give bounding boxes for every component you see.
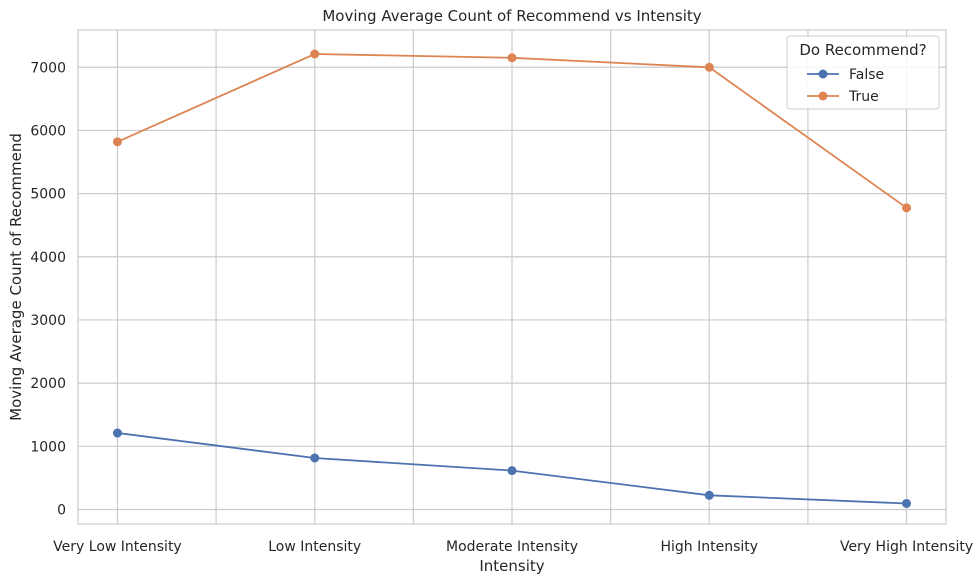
legend-label: False <box>849 67 884 83</box>
y-tick-label: 3000 <box>30 313 66 329</box>
x-tick-label: High Intensity <box>660 539 758 555</box>
data-point <box>704 490 714 500</box>
x-tick-label: Very High Intensity <box>840 539 973 555</box>
legend-marker <box>818 69 828 79</box>
data-point <box>902 498 912 508</box>
series-true <box>112 49 912 213</box>
series-layer <box>112 49 912 508</box>
data-point <box>704 62 714 72</box>
y-tick-label: 0 <box>57 502 66 518</box>
legend-item-false: False <box>807 67 884 83</box>
y-tick-label: 4000 <box>30 250 66 266</box>
x-tick-label: Very Low Intensity <box>53 539 182 555</box>
y-axis-ticks: 0 1000 2000 3000 4000 5000 6000 7000 <box>30 60 66 518</box>
data-point <box>112 137 122 147</box>
y-tick-label: 7000 <box>30 60 66 76</box>
grid-lines <box>78 30 946 524</box>
x-tick-label: Low Intensity <box>268 539 361 555</box>
data-point <box>507 466 517 476</box>
legend-marker <box>818 91 828 101</box>
plot-area-frame <box>77 29 947 525</box>
y-tick-label: 1000 <box>30 439 66 455</box>
data-point <box>310 49 320 59</box>
legend-items: False True <box>807 67 884 105</box>
data-point <box>310 453 320 463</box>
legend-label: True <box>848 89 879 105</box>
data-point <box>112 428 122 438</box>
y-tick-label: 5000 <box>30 187 66 203</box>
legend: Do Recommend? False True <box>786 35 940 110</box>
x-tick-label: Moderate Intensity <box>446 539 578 555</box>
legend-title: Do Recommend? <box>799 41 926 59</box>
legend-item-true: True <box>807 89 879 105</box>
data-point <box>507 53 517 63</box>
y-axis-label: Moving Average Count of Recommend <box>7 133 25 421</box>
y-tick-label: 6000 <box>30 123 66 139</box>
data-point <box>902 203 912 213</box>
y-tick-label: 2000 <box>30 376 66 392</box>
x-axis-ticks: Very Low Intensity Low Intensity Moderate … <box>53 539 973 555</box>
series-false <box>112 428 912 508</box>
x-axis-label: Intensity <box>479 557 544 575</box>
chart-title: Moving Average Count of Recommend vs Int… <box>322 7 701 25</box>
legend-box <box>786 35 940 110</box>
